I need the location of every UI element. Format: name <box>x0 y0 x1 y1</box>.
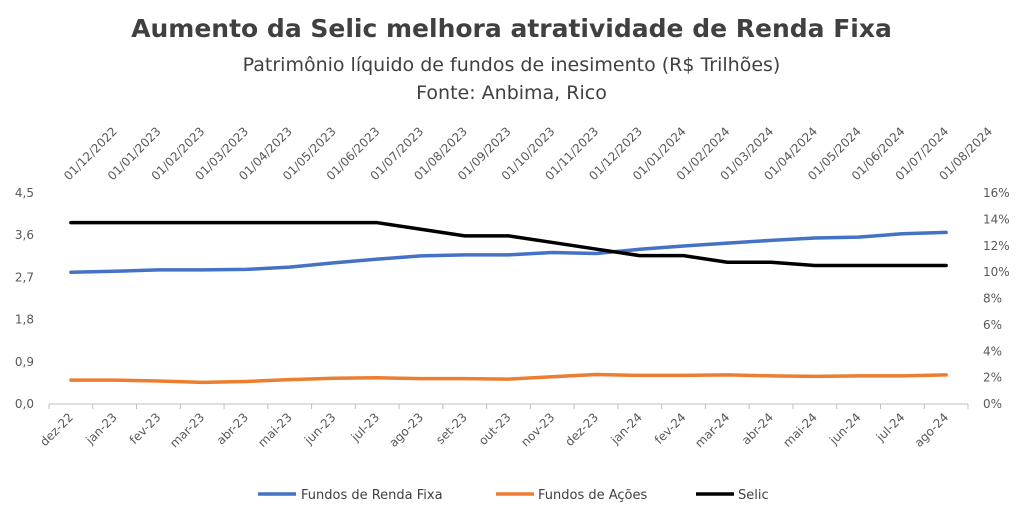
x-tick-label: mai-24 <box>780 410 820 450</box>
y-right-tick-label: 10% <box>983 265 1010 279</box>
x-tick-label: mar-24 <box>692 410 732 450</box>
x-tick-label: set-23 <box>433 410 470 447</box>
x-tick-label: jun-24 <box>826 410 864 448</box>
x-tick-label: nov-23 <box>518 410 557 449</box>
x-tick-label: jan-23 <box>82 410 119 447</box>
axes: 0,0 0,9 1,8 2,7 3,6 4,5 0% 2% 4% 6% 8% 10% 12% 14% 16%… <box>15 124 1010 450</box>
x-tick-label: jan-24 <box>607 410 644 447</box>
x-tick-label: fev-23 <box>127 410 164 447</box>
x-tick-label: ago-23 <box>386 410 426 450</box>
y-right-tick-label: 14% <box>983 212 1010 226</box>
y-right-tick-label: 12% <box>983 239 1010 253</box>
y-left-tick-label: 3,6 <box>15 228 34 242</box>
x-tick-label: dez-23 <box>562 410 601 449</box>
y-left-tick-label: 2,7 <box>15 270 34 284</box>
chart-subtitle: Patrimônio líquido de fundos de inesimen… <box>242 54 781 76</box>
series-line-fundos-de-a-es <box>69 372 948 385</box>
chart-source: Fonte: Anbima, Rico <box>416 82 607 104</box>
legend: Fundos de Renda Fixa Fundos de Ações Selic <box>258 488 769 503</box>
series-layer <box>69 220 948 385</box>
x-tick-label: jul-23 <box>348 410 383 445</box>
x-tick-label: dez-22 <box>37 410 76 449</box>
y-left-tick-label: 4,5 <box>15 186 34 200</box>
x-tick-label: mai-23 <box>255 410 295 450</box>
series-line-selic <box>69 220 948 268</box>
y-left-tick-label: 1,8 <box>15 313 34 327</box>
legend-label-fundos-de-a-es: Fundos de Ações <box>538 488 648 503</box>
y-right-tick-label: 16% <box>983 186 1010 200</box>
x-tick-label: jul-24 <box>873 410 908 445</box>
series-line-fundos-de-renda-fixa <box>69 230 948 274</box>
chart-title: Aumento da Selic melhora atratividade de… <box>131 14 892 43</box>
legend-label-fundos-de-renda-fixa: Fundos de Renda Fixa <box>301 488 443 503</box>
y-left-tick-label: 0,9 <box>15 355 34 369</box>
x-tick-label: jun-23 <box>301 410 339 448</box>
x-tick-label: abr-23 <box>214 410 251 447</box>
x-tick-label: fev-24 <box>652 410 689 447</box>
y-left-tick-label: 0,0 <box>15 397 34 411</box>
y-right-tick-label: 8% <box>983 292 1002 306</box>
x-tick-label: out-23 <box>476 410 514 448</box>
x-tick-label: mar-23 <box>167 410 207 450</box>
legend-label-selic: Selic <box>738 488 769 503</box>
y-right-tick-label: 2% <box>983 371 1002 385</box>
y-right-tick-label: 6% <box>983 318 1002 332</box>
x-tick-label: abr-24 <box>739 410 776 447</box>
x-tick-label: ago-24 <box>912 410 952 450</box>
y-right-tick-label: 4% <box>983 344 1002 358</box>
y-right-tick-label: 0% <box>983 397 1002 411</box>
